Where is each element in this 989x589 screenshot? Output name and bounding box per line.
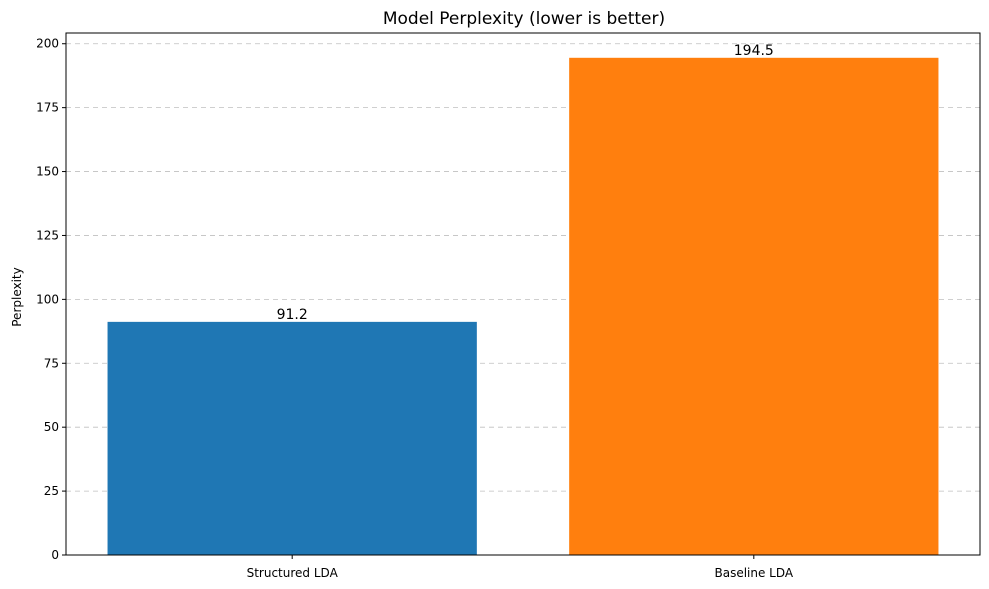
y-tick-label: 50 bbox=[44, 420, 59, 434]
bar-structured-lda bbox=[107, 321, 477, 555]
y-axis-label: Perplexity bbox=[10, 267, 24, 327]
y-tick-label: 75 bbox=[44, 356, 59, 370]
data-labels: 91.2 194.5 bbox=[277, 43, 774, 323]
chart-title: Model Perplexity (lower is better) bbox=[383, 9, 665, 29]
plot-frame bbox=[65, 32, 981, 556]
bar-baseline-lda bbox=[569, 57, 939, 556]
y-axis-ticks: 0 25 50 75 100 125 150 175 200 bbox=[36, 37, 66, 562]
y-tick-label: 0 bbox=[51, 548, 59, 562]
bars bbox=[107, 57, 939, 556]
data-label: 91.2 bbox=[277, 307, 308, 323]
x-axis-ticks: Structured LDA Baseline LDA bbox=[247, 555, 794, 580]
y-tick-label: 25 bbox=[44, 484, 59, 498]
y-tick-label: 125 bbox=[36, 228, 59, 242]
y-tick-label: 150 bbox=[36, 165, 59, 179]
y-tick-label: 175 bbox=[36, 101, 59, 115]
y-tick-label: 200 bbox=[36, 37, 59, 51]
x-tick-label: Structured LDA bbox=[247, 566, 339, 580]
data-label: 194.5 bbox=[734, 43, 774, 59]
y-tick-label: 100 bbox=[36, 292, 59, 306]
x-tick-label: Baseline LDA bbox=[714, 566, 793, 580]
